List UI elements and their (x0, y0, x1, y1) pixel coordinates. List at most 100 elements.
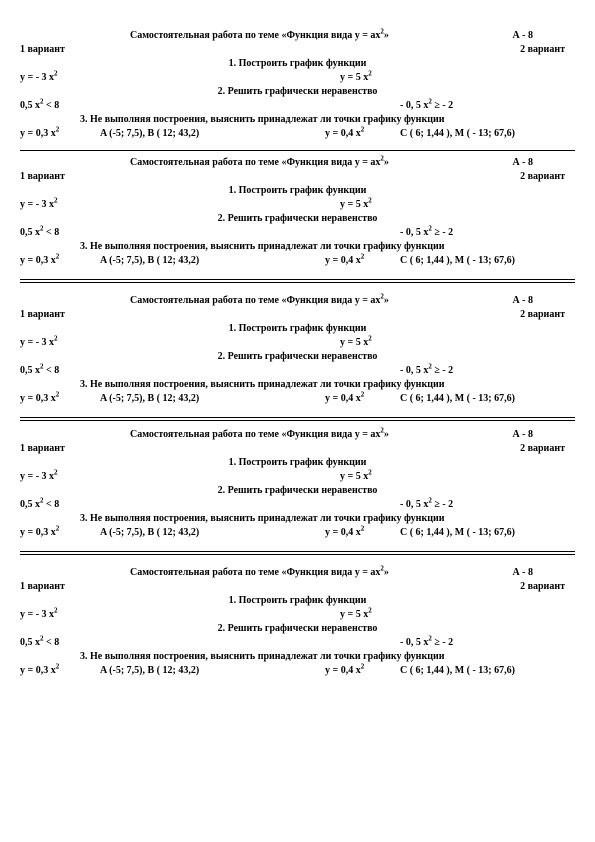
task2-left: 0,5 x2 < 8 (20, 100, 59, 111)
answer-y2: y = 0,4 x2 (325, 393, 364, 404)
answer-pts2: C ( 6; 1,44 ), M ( - 13; 67,6) (400, 255, 515, 266)
task1-right: y = 5 x2 (340, 337, 372, 348)
task2-heading: 2. Решить графически неравенство (20, 623, 575, 637)
title-row: Самостоятельная работа по теме «Функция … (20, 157, 575, 171)
task2-left: 0,5 x2 < 8 (20, 499, 59, 510)
title-row: Самостоятельная работа по теме «Функция … (20, 567, 575, 581)
answer-y1: y = 0,3 x2 (20, 128, 59, 139)
task1-heading: 1. Построить график функции (20, 185, 575, 199)
level-label: А - 8 (512, 157, 533, 168)
task3-row: 3. Не выполняя построения, выяснить прин… (20, 651, 575, 665)
task3-row: 3. Не выполняя построения, выяснить прин… (20, 379, 575, 393)
task2-row: 0,5 x2 < 8 - 0, 5 x2 ≥ - 2 (20, 499, 575, 513)
task1-left: y = - 3 x2 (20, 609, 58, 620)
worksheet-title: Самостоятельная работа по теме «Функция … (130, 295, 389, 306)
divider-icon (20, 150, 575, 151)
variant-1-label: 1 вариант (20, 443, 65, 454)
task2-heading: 2. Решить графически неравенство (20, 485, 575, 499)
answer-pts2: C ( 6; 1,44 ), M ( - 13; 67,6) (400, 393, 515, 404)
task2-left: 0,5 x2 < 8 (20, 637, 59, 648)
task1-heading: 1. Построить график функции (20, 323, 575, 337)
level-label: А - 8 (512, 30, 533, 41)
task1-row: y = - 3 x2 y = 5 x2 (20, 609, 575, 623)
worksheet-title: Самостоятельная работа по теме «Функция … (130, 30, 389, 41)
variant-2-label: 2 вариант (520, 443, 565, 454)
task2-row: 0,5 x2 < 8 - 0, 5 x2 ≥ - 2 (20, 365, 575, 379)
task3-row: 3. Не выполняя построения, выяснить прин… (20, 241, 575, 255)
variant-1-label: 1 вариант (20, 581, 65, 592)
answer-y1: y = 0,3 x2 (20, 255, 59, 266)
worksheet-block-2: Самостоятельная работа по теме «Функция … (20, 157, 575, 269)
task3-heading: 3. Не выполняя построения, выяснить прин… (80, 241, 445, 252)
task3-row: 3. Не выполняя построения, выяснить прин… (20, 114, 575, 128)
worksheet-block-1: Самостоятельная работа по теме «Функция … (20, 30, 575, 142)
level-label: А - 8 (512, 567, 533, 578)
task2-right: - 0, 5 x2 ≥ - 2 (400, 499, 453, 510)
task2-left: 0,5 x2 < 8 (20, 365, 59, 376)
answer-row: y = 0,3 x2 A (-5; 7,5), B ( 12; 43,2) y … (20, 128, 575, 142)
answer-pts1: A (-5; 7,5), B ( 12; 43,2) (100, 255, 199, 266)
variants-row: 1 вариант 2 вариант (20, 171, 575, 185)
task3-heading: 3. Не выполняя построения, выяснить прин… (80, 513, 445, 524)
answer-pts2: C ( 6; 1,44 ), M ( - 13; 67,6) (400, 527, 515, 538)
variant-2-label: 2 вариант (520, 44, 565, 55)
answer-y2: y = 0,4 x2 (325, 128, 364, 139)
task1-right: y = 5 x2 (340, 609, 372, 620)
task1-left: y = - 3 x2 (20, 199, 58, 210)
task3-row: 3. Не выполняя построения, выяснить прин… (20, 513, 575, 527)
answer-row: y = 0,3 x2 A (-5; 7,5), B ( 12; 43,2) y … (20, 665, 575, 679)
worksheet-title: Самостоятельная работа по теме «Функция … (130, 567, 389, 578)
task2-heading: 2. Решить графически неравенство (20, 351, 575, 365)
answer-pts1: A (-5; 7,5), B ( 12; 43,2) (100, 393, 199, 404)
title-row: Самостоятельная работа по теме «Функция … (20, 30, 575, 44)
answer-pts1: A (-5; 7,5), B ( 12; 43,2) (100, 128, 199, 139)
task1-row: y = - 3 x2 y = 5 x2 (20, 471, 575, 485)
variants-row: 1 вариант 2 вариант (20, 581, 575, 595)
worksheet-block-5: Самостоятельная работа по теме «Функция … (20, 567, 575, 679)
task2-right: - 0, 5 x2 ≥ - 2 (400, 100, 453, 111)
answer-y2: y = 0,4 x2 (325, 527, 364, 538)
title-row: Самостоятельная работа по теме «Функция … (20, 429, 575, 443)
task2-right: - 0, 5 x2 ≥ - 2 (400, 637, 453, 648)
answer-y1: y = 0,3 x2 (20, 393, 59, 404)
task1-left: y = - 3 x2 (20, 337, 58, 348)
answer-y2: y = 0,4 x2 (325, 255, 364, 266)
worksheet-title: Самостоятельная работа по теме «Функция … (130, 157, 389, 168)
task1-left: y = - 3 x2 (20, 72, 58, 83)
double-divider-icon (20, 279, 575, 283)
answer-row: y = 0,3 x2 A (-5; 7,5), B ( 12; 43,2) y … (20, 527, 575, 541)
task3-heading: 3. Не выполняя построения, выяснить прин… (80, 379, 445, 390)
task1-heading: 1. Построить график функции (20, 457, 575, 471)
answer-y2: y = 0,4 x2 (325, 665, 364, 676)
answer-pts2: C ( 6; 1,44 ), M ( - 13; 67,6) (400, 128, 515, 139)
title-row: Самостоятельная работа по теме «Функция … (20, 295, 575, 309)
answer-row: y = 0,3 x2 A (-5; 7,5), B ( 12; 43,2) y … (20, 255, 575, 269)
worksheet-block-4: Самостоятельная работа по теме «Функция … (20, 429, 575, 541)
task1-heading: 1. Построить график функции (20, 58, 575, 72)
answer-y1: y = 0,3 x2 (20, 665, 59, 676)
task1-right: y = 5 x2 (340, 199, 372, 210)
task2-heading: 2. Решить графически неравенство (20, 86, 575, 100)
answer-pts1: A (-5; 7,5), B ( 12; 43,2) (100, 527, 199, 538)
variants-row: 1 вариант 2 вариант (20, 44, 575, 58)
variant-2-label: 2 вариант (520, 581, 565, 592)
worksheet-block-3: Самостоятельная работа по теме «Функция … (20, 295, 575, 407)
answer-pts2: C ( 6; 1,44 ), M ( - 13; 67,6) (400, 665, 515, 676)
double-divider-icon (20, 417, 575, 421)
variant-1-label: 1 вариант (20, 171, 65, 182)
variant-2-label: 2 вариант (520, 171, 565, 182)
task2-heading: 2. Решить графически неравенство (20, 213, 575, 227)
task1-row: y = - 3 x2 y = 5 x2 (20, 337, 575, 351)
task2-row: 0,5 x2 < 8 - 0, 5 x2 ≥ - 2 (20, 227, 575, 241)
task3-heading: 3. Не выполняя построения, выяснить прин… (80, 114, 445, 125)
level-label: А - 8 (512, 429, 533, 440)
answer-row: y = 0,3 x2 A (-5; 7,5), B ( 12; 43,2) y … (20, 393, 575, 407)
variants-row: 1 вариант 2 вариант (20, 443, 575, 457)
task1-right: y = 5 x2 (340, 72, 372, 83)
variant-2-label: 2 вариант (520, 309, 565, 320)
task1-row: y = - 3 x2 y = 5 x2 (20, 72, 575, 86)
task2-row: 0,5 x2 < 8 - 0, 5 x2 ≥ - 2 (20, 100, 575, 114)
task3-heading: 3. Не выполняя построения, выяснить прин… (80, 651, 445, 662)
task1-heading: 1. Построить график функции (20, 595, 575, 609)
task2-right: - 0, 5 x2 ≥ - 2 (400, 365, 453, 376)
